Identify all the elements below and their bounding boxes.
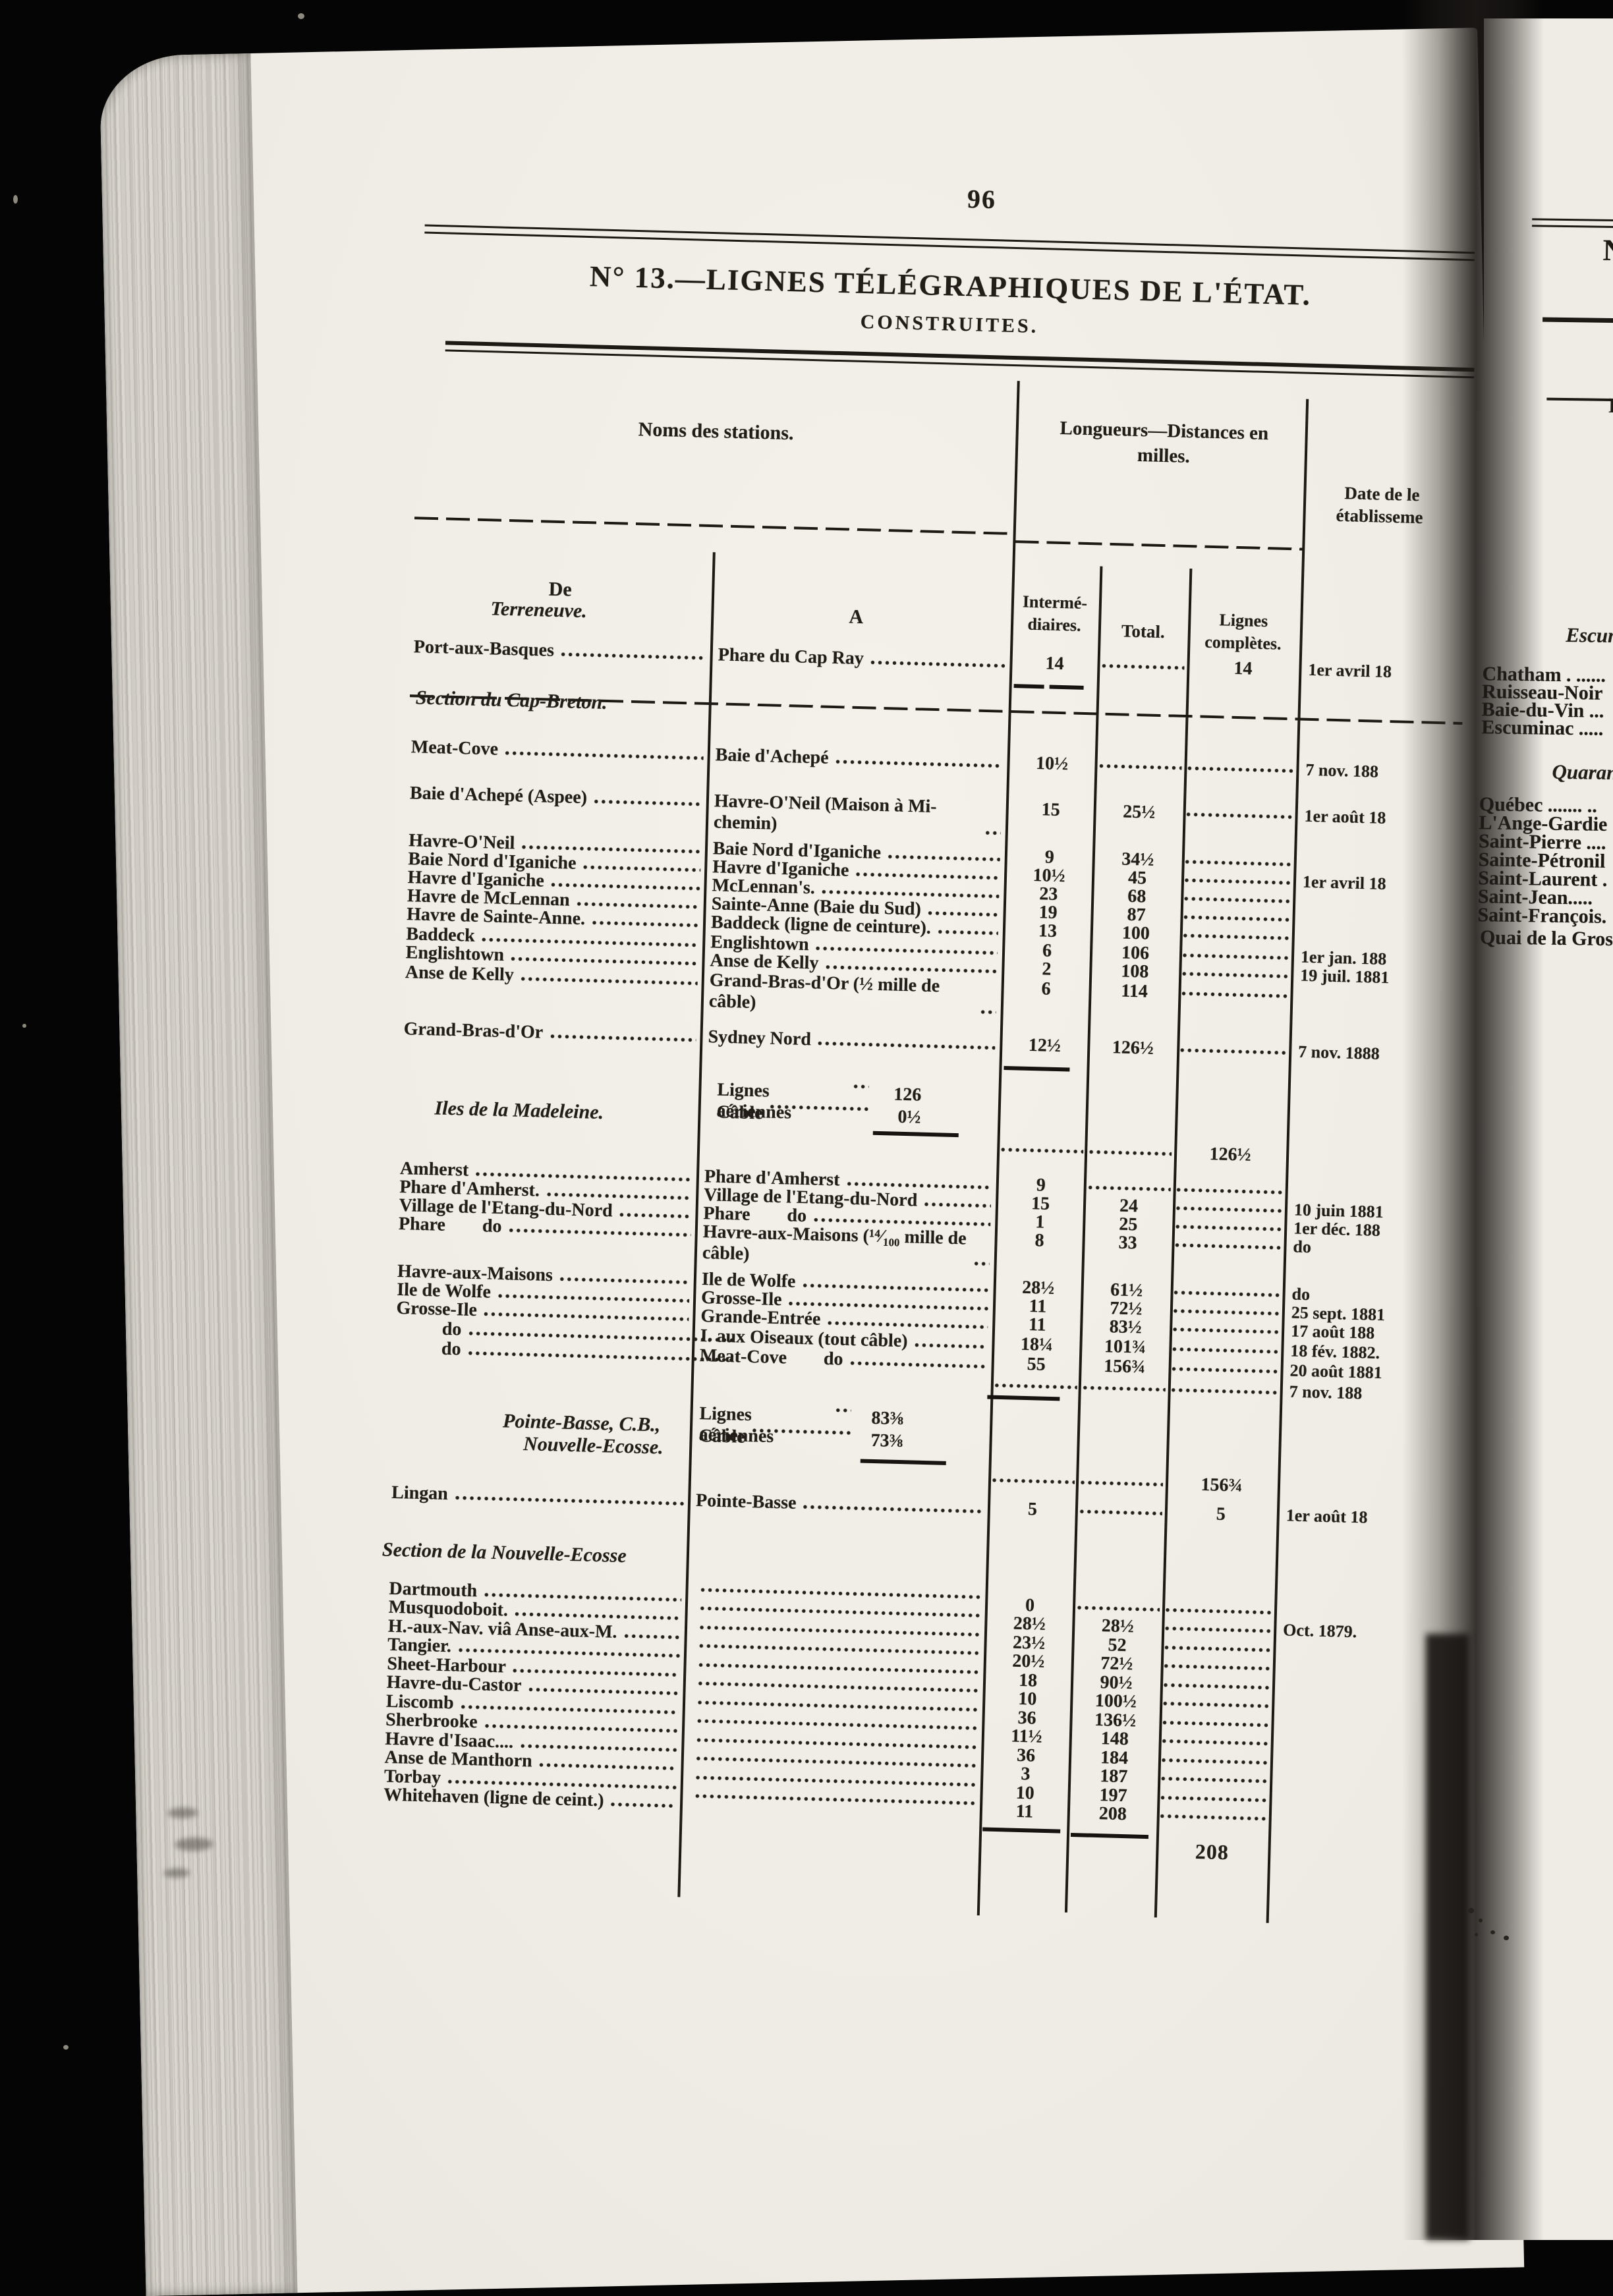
dust-speck [13, 195, 18, 204]
rp-footer-item: Quai de la Gros [1479, 926, 1613, 951]
rp-header-fragment: D [1608, 393, 1613, 418]
ink-spatter [1475, 1933, 1478, 1936]
rp-section-heading: Quaran [1552, 760, 1613, 785]
scanned-book-photo: { "page": { "number": "96", "title": "N°… [13, 0, 1613, 2296]
dust-speck [298, 13, 304, 19]
rp-list-item: Saint-François. [1477, 904, 1607, 928]
rp-title-fragment: N [1602, 233, 1613, 267]
ink-spatter [1468, 1908, 1474, 1913]
book-gutter-shadow-core [1426, 1634, 1469, 2240]
ink-spatter [1504, 1936, 1509, 1940]
ink-spatter [1490, 1930, 1495, 1934]
ink-spatter [1479, 1918, 1483, 1922]
dust-speck [22, 1024, 26, 1028]
rp-list-item: Escuminac ..... [1481, 716, 1604, 740]
rp-rule [1532, 225, 1613, 229]
dust-speck [63, 2045, 69, 2050]
rp-rule [1532, 218, 1613, 222]
rp-rule [1546, 397, 1613, 402]
rp-station-list: Québec ....... .. L'Ange-Gardie Saint-Pier… [16, 0, 1613, 928]
rp-rule-heavy [1542, 317, 1613, 323]
rp-station-list: Chatham . ...... Ruisseau-Noir Baie-du-Vin… [16, 0, 1613, 740]
rp-section-heading: Escum [1566, 623, 1613, 648]
